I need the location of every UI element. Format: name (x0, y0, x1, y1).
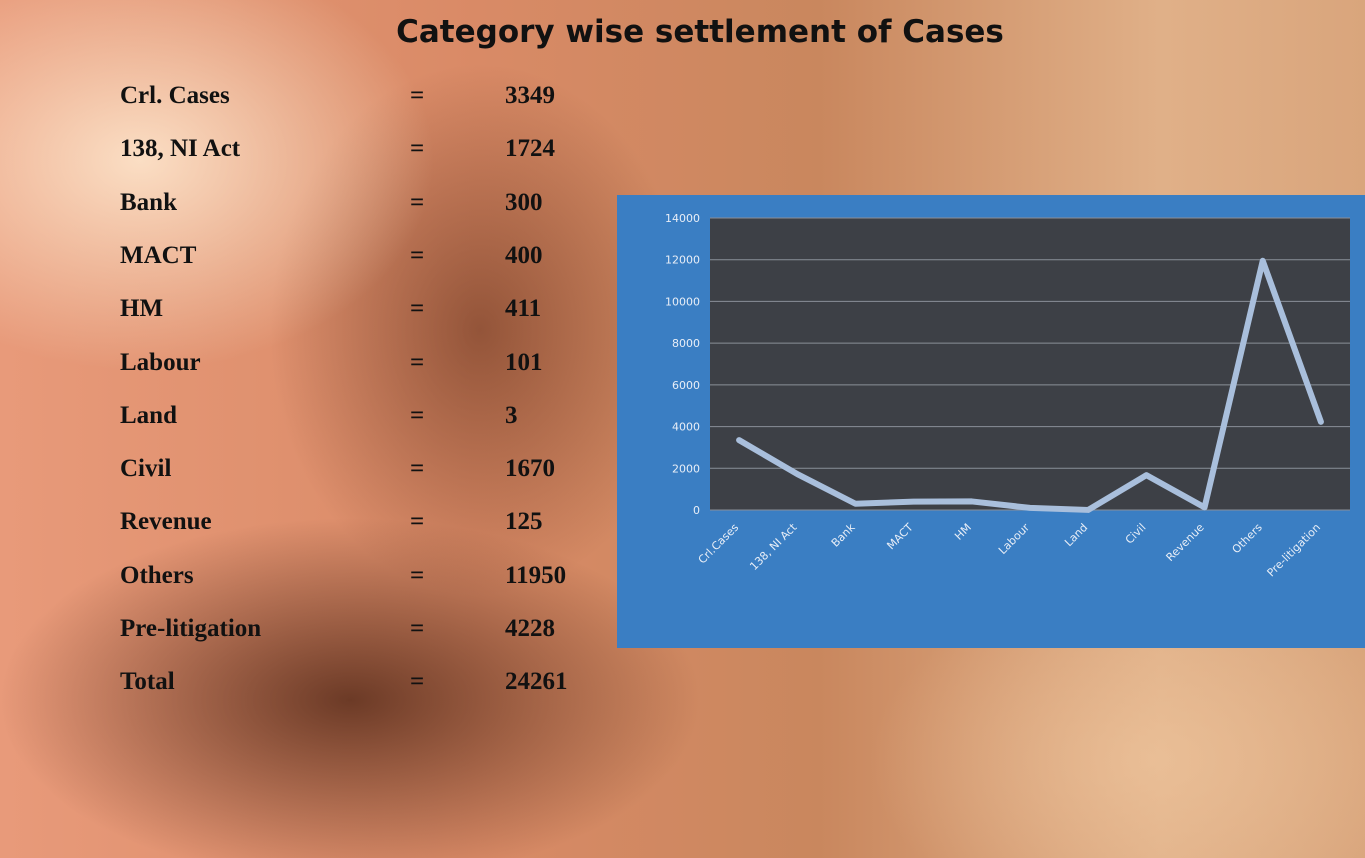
row-label: 138, NI Act (120, 135, 240, 163)
y-tick-label: 4000 (672, 421, 700, 434)
row-value: 411 (505, 295, 541, 323)
row-label: Crl. Cases (120, 82, 230, 110)
equals-sign: = (410, 135, 424, 163)
slide-title: Category wise settlement of Cases (0, 14, 1365, 50)
row-value: 400 (505, 242, 543, 270)
row-value: 1670 (505, 455, 555, 483)
chart: 02000400060008000100001200014000Crl.Case… (617, 195, 1365, 648)
row-value: 4228 (505, 615, 555, 643)
equals-sign: = (410, 402, 424, 430)
equals-sign: = (410, 349, 424, 377)
row-label: Pre-litigation (120, 615, 261, 643)
equals-sign: = (410, 189, 424, 217)
equals-sign: = (410, 562, 424, 590)
y-tick-label: 0 (693, 504, 700, 517)
equals-sign: = (410, 508, 424, 536)
equals-sign: = (410, 82, 424, 110)
row-value: 125 (505, 508, 543, 536)
row-value: 300 (505, 189, 543, 217)
y-tick-label: 8000 (672, 337, 700, 350)
row-label: Others (120, 562, 194, 590)
plot-area (710, 218, 1350, 510)
row-value: 11950 (505, 562, 566, 590)
row-label: Labour (120, 349, 201, 377)
row-value: 101 (505, 349, 543, 377)
equals-sign: = (410, 295, 424, 323)
row-label: Total (120, 668, 175, 696)
y-tick-label: 12000 (665, 254, 700, 267)
y-tick-label: 6000 (672, 379, 700, 392)
equals-sign: = (410, 242, 424, 270)
row-label: Civil (120, 455, 171, 483)
row-label: Land (120, 402, 177, 430)
row-value: 1724 (505, 135, 555, 163)
row-value: 3 (505, 402, 518, 430)
row-label: Bank (120, 189, 177, 217)
row-value: 3349 (505, 82, 555, 110)
y-tick-label: 2000 (672, 462, 700, 475)
row-label: HM (120, 295, 163, 323)
equals-sign: = (410, 615, 424, 643)
equals-sign: = (410, 455, 424, 483)
slide: Category wise settlement of Cases Crl. C… (0, 0, 1365, 858)
y-tick-label: 14000 (665, 212, 700, 225)
row-value: 24261 (505, 668, 568, 696)
equals-sign: = (410, 668, 424, 696)
row-label: Revenue (120, 508, 212, 536)
y-tick-label: 10000 (665, 295, 700, 308)
row-label: MACT (120, 242, 196, 270)
